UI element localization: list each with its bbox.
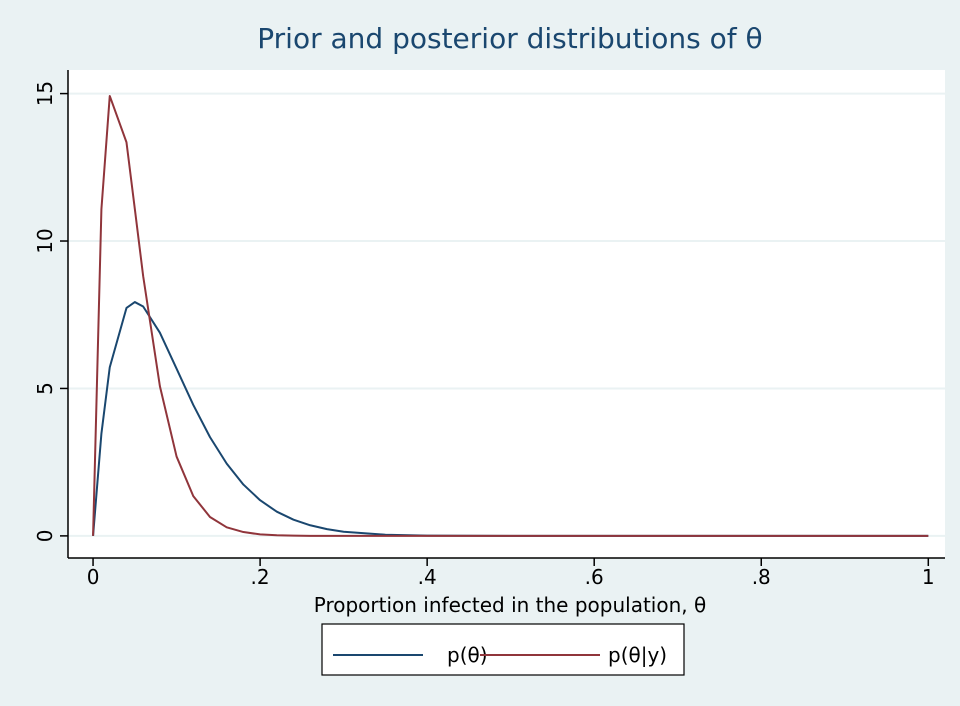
y-tick-label: 10 — [33, 228, 57, 253]
x-axis-title: Proportion infected in the population, θ — [314, 593, 706, 617]
x-tick-label: 1 — [922, 565, 935, 589]
x-tick-label: .2 — [251, 565, 270, 589]
legend-box — [321, 623, 685, 676]
legend-label: p(θ|y) — [608, 643, 667, 667]
plot-area — [68, 70, 945, 558]
x-tick-label: 0 — [87, 565, 100, 589]
y-tick-label: 0 — [33, 530, 57, 543]
y-tick-label: 15 — [33, 81, 57, 106]
x-tick-label: .4 — [418, 565, 437, 589]
x-tick-label: .6 — [585, 565, 604, 589]
line-series — [92, 94, 929, 537]
y-tick-label: 5 — [33, 382, 57, 395]
chart-title: Prior and posterior distributions of θ — [257, 22, 762, 55]
x-tick-label: .8 — [752, 565, 771, 589]
